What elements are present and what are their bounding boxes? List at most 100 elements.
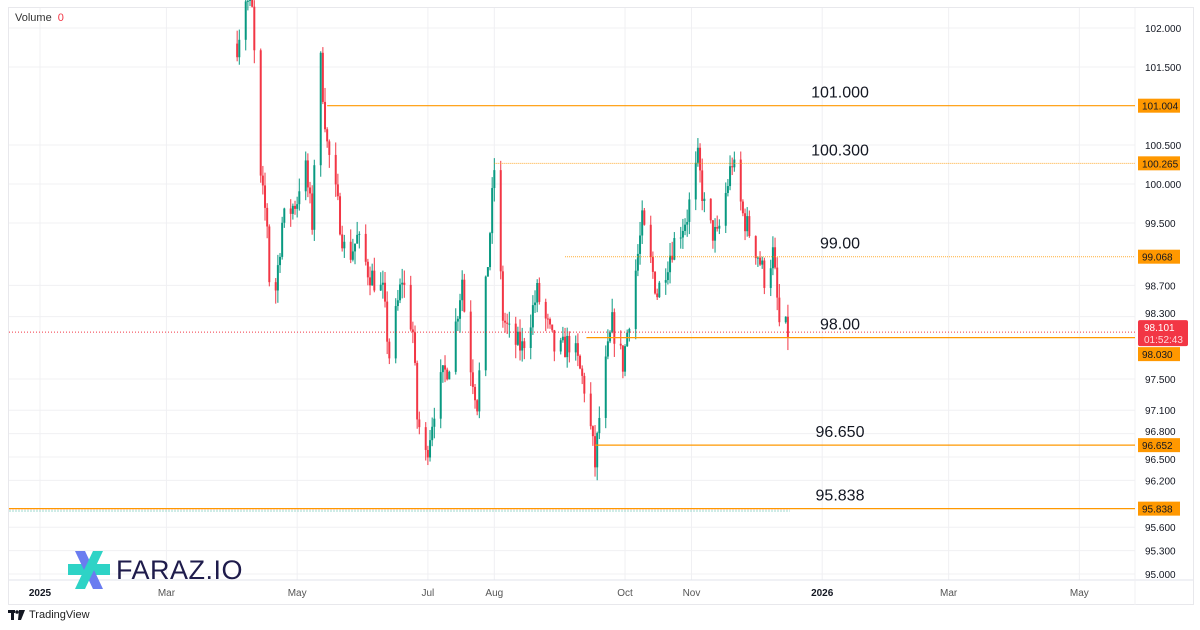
candle-body [486,267,489,277]
candle-body [508,323,511,325]
candle-body [279,256,282,266]
y-tick-label: 95.000 [1145,570,1176,581]
candle-body [484,276,487,371]
candle-body [249,0,252,1]
candle-body [619,343,622,346]
candle-body [276,265,279,291]
candle-body [776,267,779,298]
candle-body [444,365,447,370]
tradingview-footer[interactable]: TradingView [8,609,90,621]
volume-label: Volume [15,12,52,24]
candle-body [641,210,644,236]
y-tick-label: 96.200 [1145,476,1176,487]
candle-body [356,234,359,244]
candle-body [559,340,562,352]
level-label: 98.00 [820,317,860,334]
level-axis-badge [1138,156,1180,171]
candle-body [416,362,419,420]
level-label: 100.300 [811,142,869,159]
candle-body [386,301,389,342]
candle-body [774,247,777,268]
y-tick-label: 98.700 [1145,281,1176,292]
candle-body [414,332,417,363]
x-tick-label: Nov [683,588,701,599]
candle-body [778,297,781,323]
candle-body [399,284,402,301]
candle-body [403,282,406,285]
candle-body [739,159,742,202]
candle-body [611,312,614,333]
candle-body [731,166,734,168]
candle-body [754,236,757,259]
candle-body [634,270,637,330]
candle-body [729,166,732,187]
candle-body [274,282,277,291]
volume-value: 0 [57,12,64,24]
faraz-logo-icon [68,551,110,589]
x-tick-label: May [288,588,307,599]
candle-body [628,329,631,333]
candle-body [504,320,507,323]
y-tick-label: 100.500 [1145,141,1182,152]
candle-body [726,186,729,193]
candle-body [744,213,747,232]
candle-body [624,346,627,372]
x-tick-label: Mar [158,588,176,599]
candle-body [564,336,567,358]
candle-body [639,235,642,254]
candle-body [606,341,609,357]
candle-body [448,371,451,380]
candle-body [651,256,654,272]
last-price-badge [1138,320,1188,347]
candle-body [576,343,579,356]
candle-body [291,205,294,214]
candle-body [371,270,374,286]
candle-body [424,427,427,450]
candle-body [531,305,534,328]
candle-body [598,417,601,434]
candle-body [441,365,444,373]
candle-body [688,199,691,222]
candle-body [519,331,522,351]
candle-body [714,226,717,241]
candle-body [701,170,704,202]
candle-body [236,43,239,58]
candle-body [311,193,314,230]
candle-body [261,175,264,186]
candle-body [456,318,459,322]
candle-body [469,311,472,373]
candle-body [673,238,676,260]
candle-body [341,234,344,249]
level-label: 95.838 [816,488,865,505]
candle-body [568,335,571,353]
candle-body [771,247,774,269]
candle-body [669,255,672,273]
candle-body [499,170,502,272]
candle-body [334,154,337,185]
candle-body [529,327,532,348]
candle-body [324,101,327,130]
level-axis-label: 100.265 [1142,159,1179,170]
last-price-value: 98.101 [1144,323,1175,334]
y-tick-label: 95.600 [1145,523,1176,534]
candle-body [551,324,554,331]
y-tick-label: 101.500 [1145,63,1182,74]
candle-body [581,368,584,376]
candle-body [309,187,312,194]
candle-body [544,301,547,319]
candle-body [246,0,249,2]
candle-body [769,268,772,288]
candle-body [514,323,517,345]
candle-body [411,329,414,333]
candle-body [463,279,466,312]
candle-body [703,198,706,202]
candle-body [471,372,474,387]
candle-body [264,185,267,208]
level-axis-badge [1138,347,1180,362]
level-label: 96.650 [816,424,865,441]
x-tick-label: Mar [940,588,958,599]
candle-body [604,356,607,418]
candle-body [613,312,616,344]
candle-body [321,52,324,102]
